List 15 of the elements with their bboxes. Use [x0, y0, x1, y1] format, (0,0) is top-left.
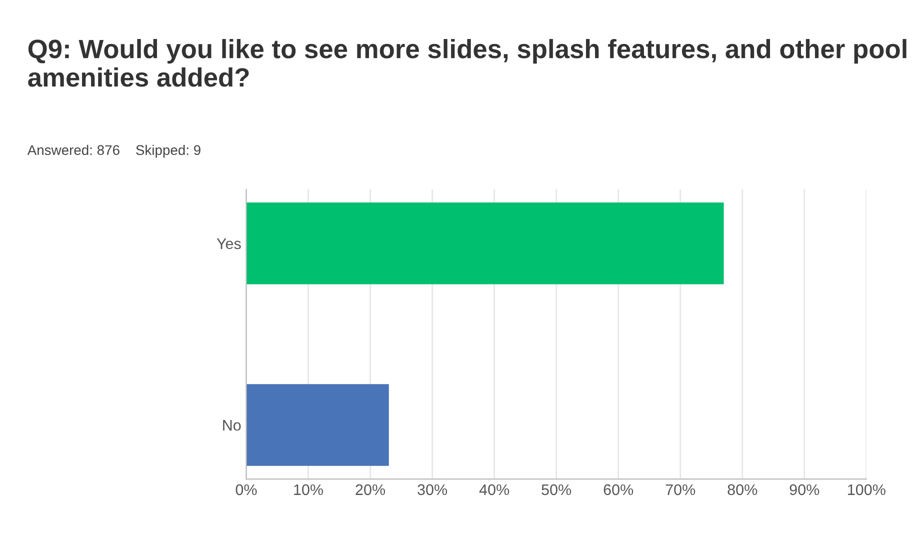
x-tick-label: 60%	[604, 484, 634, 496]
y-tick-label: No	[223, 420, 241, 431]
x-tick-label: 10%	[294, 484, 323, 496]
x-tick-label: 20%	[356, 484, 386, 496]
x-tick-label: 0%	[236, 484, 257, 496]
x-tick-label: 100%	[848, 484, 886, 496]
x-tick-label: 40%	[479, 484, 510, 496]
chart-title: Q9: Would you like to see more slides, splash features, and other pool amenities added?	[28, 38, 906, 87]
x-tick-label: 30%	[418, 484, 448, 496]
x-tick-label: 90%	[790, 484, 820, 496]
x-tick-label: 80%	[728, 484, 758, 496]
text: Answered: 876 Skipped: 9	[27, 144, 200, 158]
y-tick-label: Yes	[216, 238, 241, 250]
x-tick-label: 70%	[666, 484, 696, 496]
x-tick-label: 50%	[542, 484, 572, 496]
